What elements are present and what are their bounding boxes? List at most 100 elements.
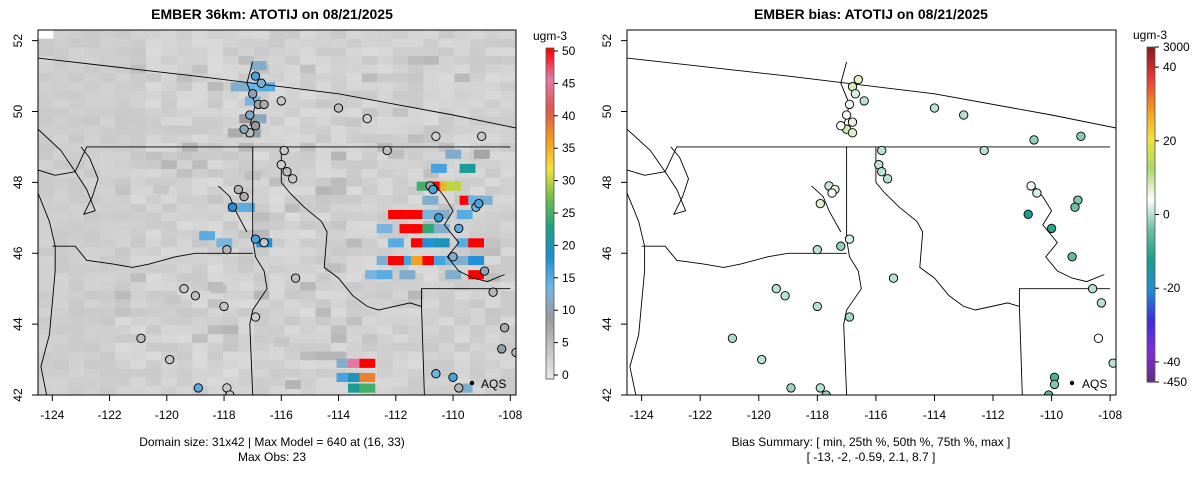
- model-grid-cell: [300, 134, 316, 144]
- model-grid-cell: [438, 203, 455, 213]
- observation-point: [248, 89, 258, 99]
- boundary-line: [280, 146, 422, 311]
- model-grid-cell: [192, 273, 209, 283]
- model-grid-cell: [238, 186, 255, 196]
- model-grid-cell: [192, 221, 209, 231]
- model-grid-cell: [269, 64, 286, 74]
- model-grid-cell: [408, 160, 424, 170]
- model-grid-cell: [269, 125, 286, 135]
- observation-point: [431, 131, 441, 141]
- y-tick-label: 42: [11, 388, 25, 402]
- model-grid-cell: [176, 73, 193, 83]
- model-grid-cell: [238, 238, 255, 248]
- model-cell: [431, 181, 447, 191]
- y-tick-label: 42: [600, 388, 614, 402]
- model-grid-cell: [300, 299, 316, 309]
- colorbar-segment: [1147, 86, 1155, 90]
- model-grid-cell: [38, 377, 54, 387]
- colorbar-segment: [546, 48, 554, 52]
- bias-point: [847, 128, 858, 138]
- model-grid-cell: [145, 299, 162, 309]
- model-grid-cell: [145, 264, 162, 274]
- model-grid-cell: [284, 82, 301, 92]
- colorbar-segment: [546, 185, 554, 190]
- model-grid-cell: [454, 151, 471, 161]
- model-grid-cell: [253, 229, 270, 239]
- model-cell: [359, 383, 376, 393]
- bias-point: [1096, 298, 1107, 308]
- model-grid-cell: [207, 290, 224, 300]
- model-grid-cell: [500, 360, 516, 370]
- bias-point: [780, 291, 790, 301]
- model-grid-cell: [68, 73, 85, 83]
- model-grid-cell: [145, 56, 162, 66]
- model-grid-cell: [485, 30, 501, 40]
- model-cell: [468, 270, 485, 280]
- model-grid-cell: [115, 325, 131, 335]
- model-cell: [348, 383, 364, 393]
- model-grid-cell: [53, 255, 70, 266]
- model-grid-cell: [469, 377, 486, 387]
- model-grid-cell: [269, 238, 286, 248]
- colorbar-tick-label: 20: [562, 238, 576, 252]
- model-grid-cell: [500, 47, 516, 57]
- model-grid-cell: [68, 90, 85, 100]
- model-grid-cell: [330, 47, 347, 57]
- model-grid-cell: [300, 308, 316, 318]
- colorbar-segment: [546, 235, 554, 239]
- colorbar-segment: [1147, 284, 1155, 288]
- colorbar-segment: [546, 246, 554, 250]
- model-grid-cell: [38, 203, 54, 213]
- model-grid-cell: [315, 73, 332, 83]
- model-grid-cell: [207, 316, 224, 326]
- model-grid-cell: [423, 282, 440, 292]
- model-grid-cell: [207, 160, 224, 170]
- model-grid-cell: [99, 73, 116, 83]
- model-grid-cell: [99, 229, 116, 239]
- model-grid-cell: [192, 134, 209, 144]
- model-grid-cell: [161, 99, 178, 109]
- model-cell: [431, 163, 447, 173]
- model-grid-cell: [300, 203, 316, 213]
- bias-point: [979, 145, 989, 156]
- model-grid-cell: [207, 56, 224, 66]
- model-grid-cell: [99, 299, 116, 309]
- right-boundary-lines: [627, 57, 1116, 395]
- model-grid-cell: [454, 125, 471, 135]
- model-grid-cell: [207, 212, 224, 222]
- model-grid-cell: [469, 264, 486, 274]
- colorbar-segment: [546, 263, 554, 267]
- model-cell: [388, 209, 404, 220]
- model-grid-cell: [454, 342, 471, 352]
- model-grid-cell: [438, 125, 455, 135]
- colorbar-segment: [546, 376, 554, 380]
- model-grid-cell: [500, 212, 516, 222]
- model-grid-cell: [284, 238, 301, 248]
- bias-point: [844, 312, 855, 322]
- model-grid-cell: [176, 264, 193, 274]
- model-grid-cell: [238, 334, 255, 344]
- colorbar-segment: [1147, 161, 1155, 165]
- colorbar-segment: [546, 210, 554, 215]
- model-grid-cell: [300, 142, 316, 153]
- model-grid-cell: [99, 151, 116, 161]
- observation-point: [290, 273, 301, 283]
- observation-point: [454, 383, 464, 393]
- bias-point: [1023, 209, 1033, 219]
- model-grid-cell: [238, 264, 255, 274]
- model-grid-cell: [284, 125, 301, 135]
- model-grid-cell: [176, 64, 193, 74]
- model-grid-cell: [130, 169, 147, 179]
- model-grid-cell: [454, 264, 471, 274]
- model-grid-cell: [161, 186, 178, 196]
- model-grid-cell: [500, 308, 516, 318]
- colorbar-segment: [546, 92, 554, 96]
- model-grid-cell: [485, 99, 501, 109]
- model-grid-cell: [207, 142, 224, 153]
- model-grid-cell: [315, 342, 332, 352]
- colorbar-segment: [1147, 108, 1155, 112]
- model-grid-cell: [315, 212, 332, 222]
- colorbar-segment: [1147, 315, 1155, 319]
- model-grid-cell: [500, 386, 516, 395]
- model-grid-cell: [423, 38, 440, 48]
